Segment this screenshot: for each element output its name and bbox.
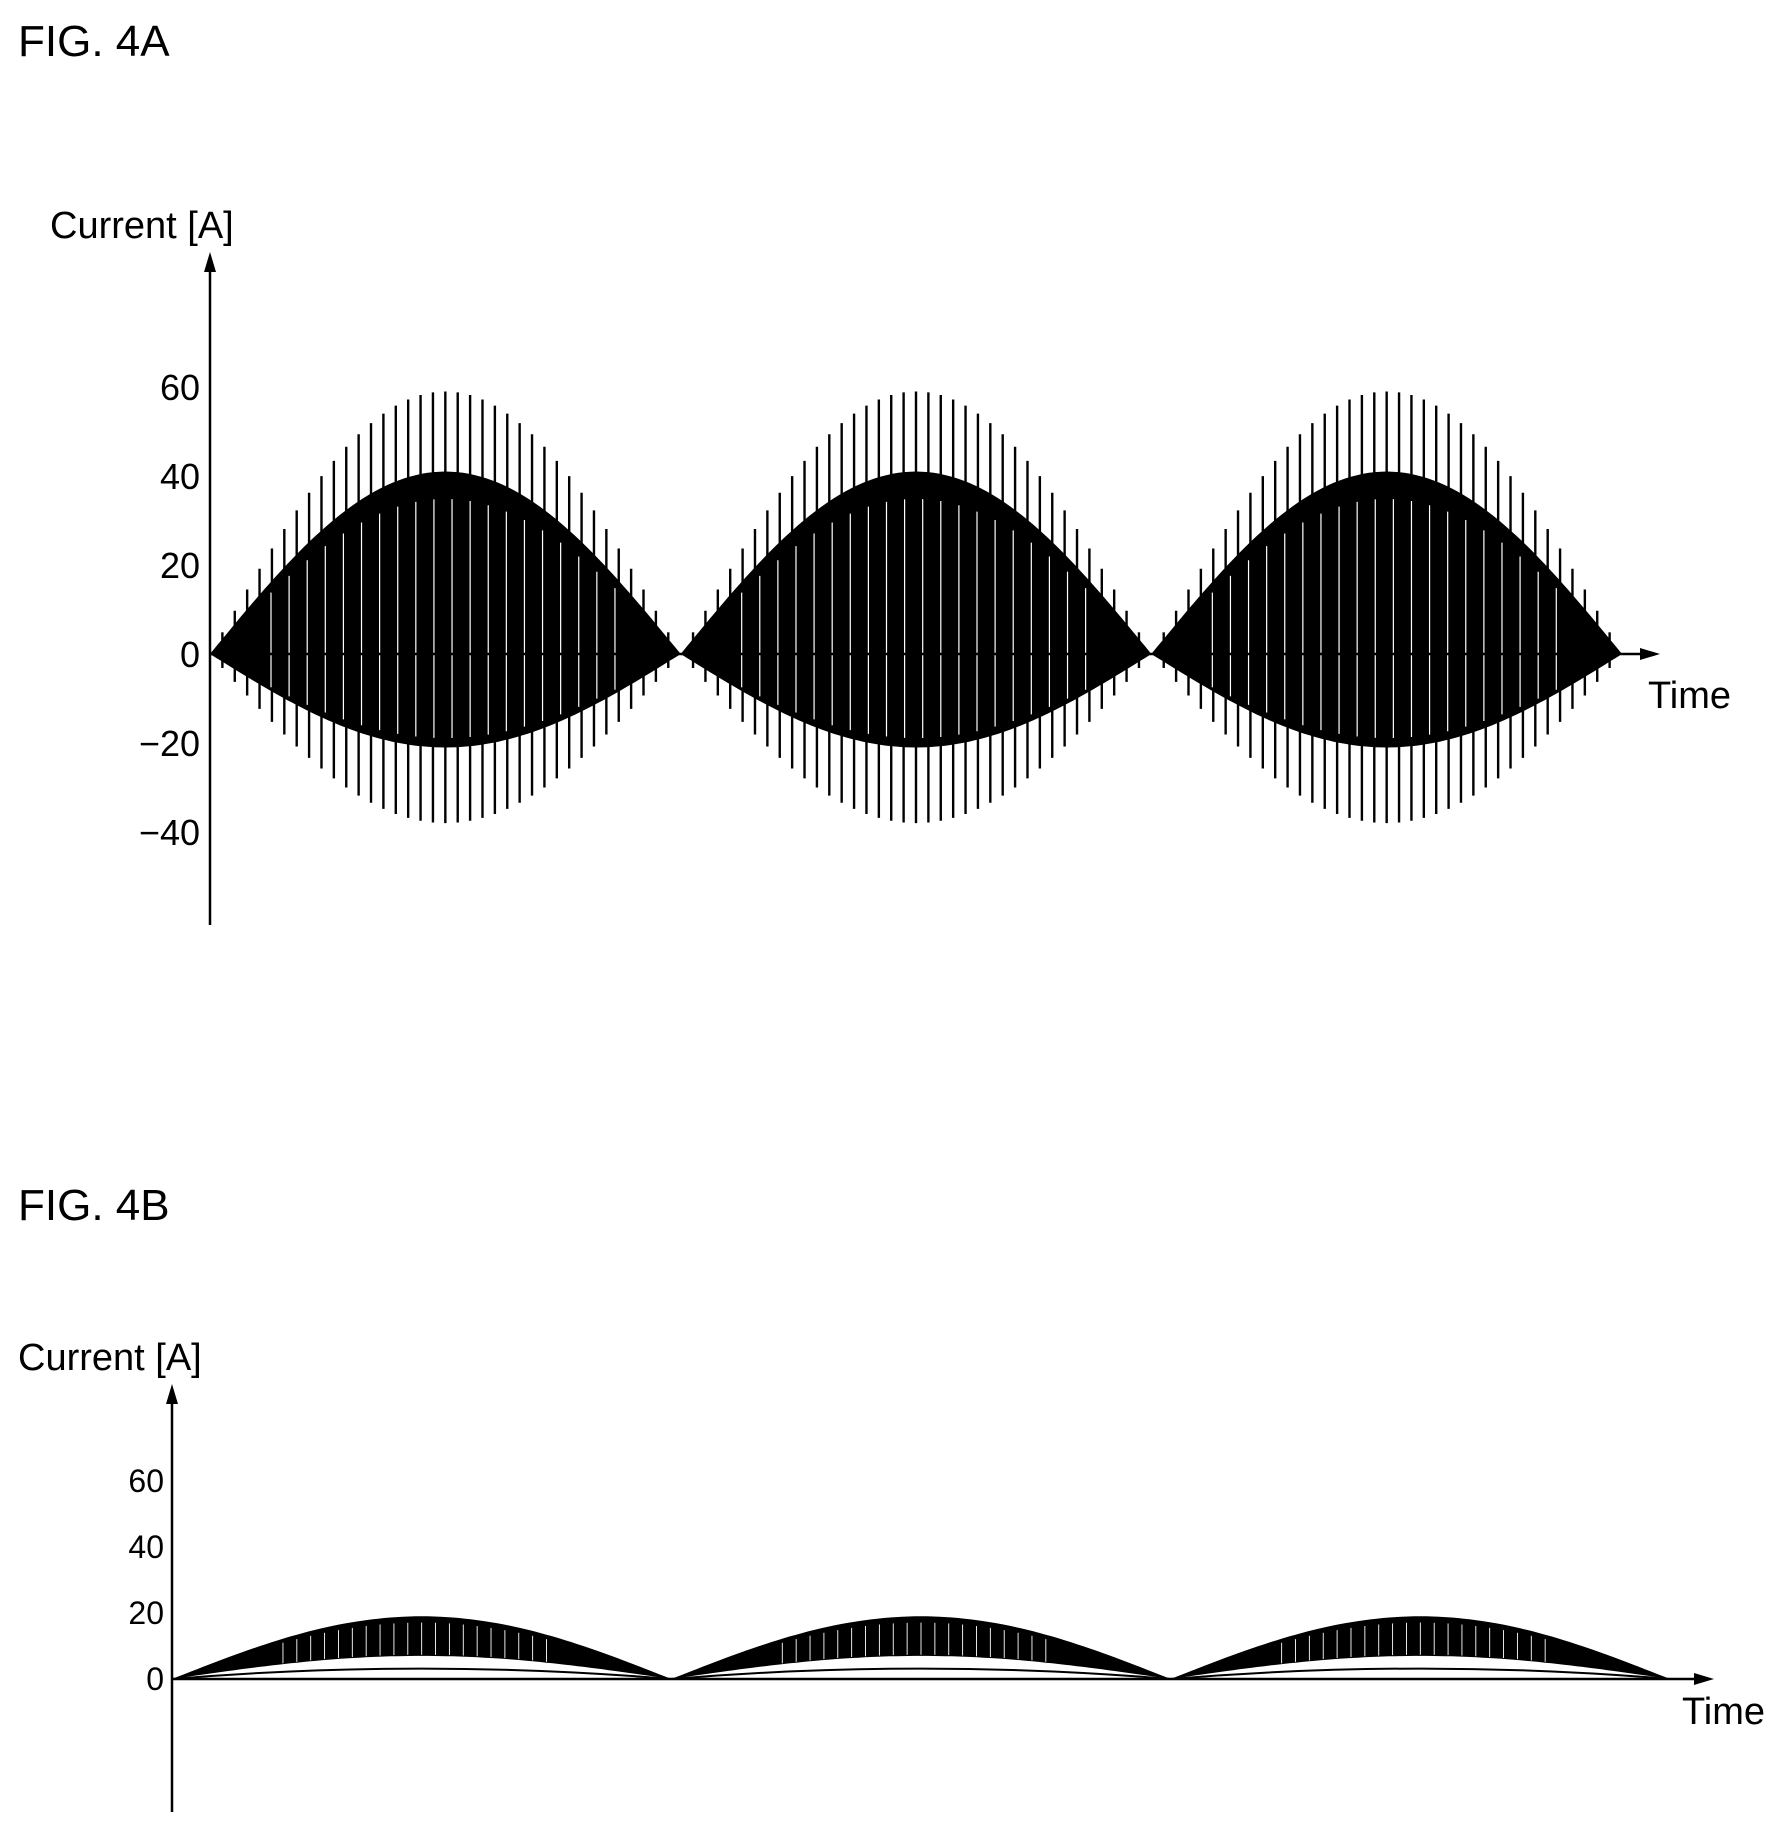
y-tick-label-4a: −40 [139, 812, 200, 853]
figure-label-4b: FIG. 4B [18, 1181, 170, 1230]
lower-trace-4b [1170, 1667, 1671, 1680]
lower-trace-4b [171, 1667, 672, 1680]
y-tick-label-4b: 0 [146, 1661, 164, 1697]
y-tick-label-4a: 40 [160, 456, 200, 497]
y-tick-label-4a: 60 [160, 367, 200, 408]
waveform-4b [171, 1616, 1671, 1680]
x-axis-label-4a: Time [1648, 675, 1731, 717]
y-ticks-4b: 60 40 20 0 [128, 1463, 164, 1697]
chart-4a: FIG. 4A Current [A] Time 60 40 20 0 −20 −40 [18, 17, 1731, 925]
y-tick-label-4b: 20 [128, 1595, 164, 1631]
y-axis-arrow-4a [204, 252, 216, 272]
y-axis-arrow-4b [166, 1384, 178, 1404]
x-axis-arrow-4b [1694, 1673, 1714, 1685]
y-tick-label-4a: −20 [139, 723, 200, 764]
y-axis-label-4a: Current [A] [50, 205, 234, 247]
figure-label-4a: FIG. 4A [18, 17, 170, 66]
lower-trace-4b [671, 1667, 1171, 1680]
y-tick-label-4a: 20 [160, 545, 200, 586]
waveform-4a [210, 391, 1622, 824]
y-axis-label-4b: Current [A] [18, 1337, 202, 1379]
y-tick-label-4b: 40 [128, 1529, 164, 1565]
x-axis-label-4b: Time [1682, 1691, 1765, 1733]
y-tick-label-4b: 60 [128, 1463, 164, 1499]
y-ticks-4a: 60 40 20 0 −20 −40 [139, 367, 200, 853]
x-axis-arrow-4a [1640, 648, 1660, 660]
chart-4b: FIG. 4B Current [A] Time 60 40 20 0 [18, 1181, 1765, 1812]
y-tick-label-4a: 0 [180, 634, 200, 675]
